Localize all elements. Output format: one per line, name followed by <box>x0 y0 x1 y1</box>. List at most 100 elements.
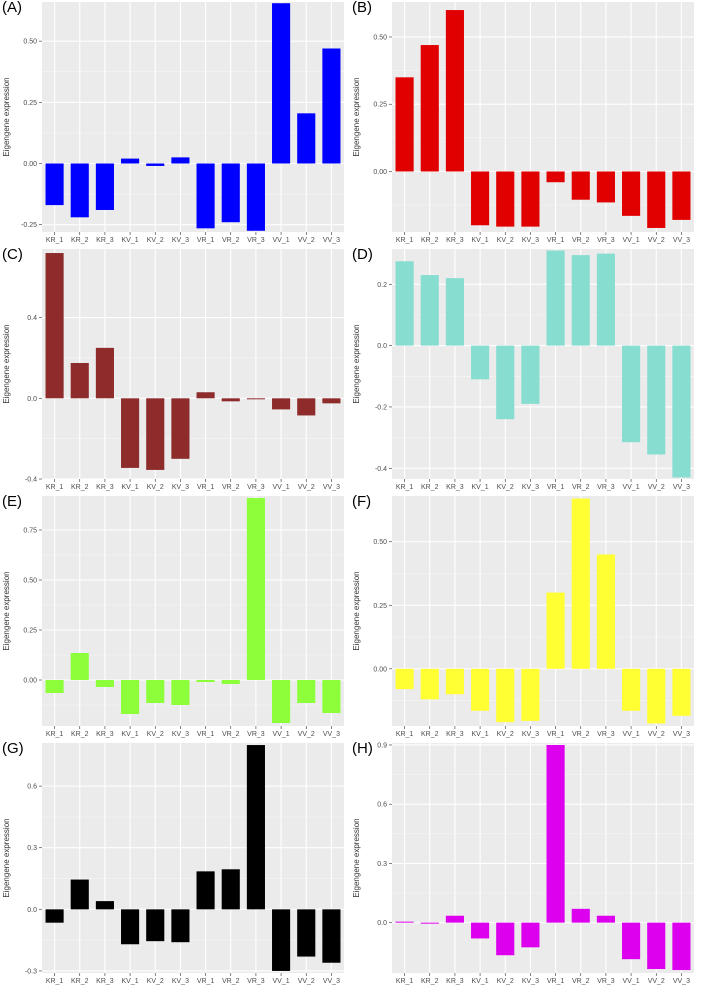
bar-vv-3 <box>672 171 691 220</box>
x-tick-label: KV_1 <box>472 237 489 244</box>
y-tick-label: 0.4 <box>27 315 37 322</box>
bar-vr-3 <box>246 498 265 680</box>
x-tick-label: VR_2 <box>222 731 240 738</box>
bar-vr-3 <box>596 171 615 203</box>
bar-vr-1 <box>196 871 215 910</box>
x-tick-label: KR_2 <box>421 237 439 244</box>
x-tick-label: KR_2 <box>71 484 89 491</box>
bar-kv-3 <box>171 680 190 705</box>
y-tick-label: 0.25 <box>373 603 387 610</box>
bar-vr-3 <box>246 398 265 400</box>
bar-kr-2 <box>70 653 89 680</box>
bar-kr-2 <box>70 362 89 399</box>
panel-label: (G) <box>2 740 24 757</box>
bar-kv-3 <box>171 157 190 164</box>
x-tick-label: KR_2 <box>71 978 89 985</box>
bar-vv-3 <box>322 680 341 713</box>
bar-vv-2 <box>647 345 666 455</box>
x-tick-label: KV_1 <box>122 978 139 985</box>
x-tick-label: KR_1 <box>396 237 414 244</box>
bar-vr-2 <box>571 255 590 346</box>
panel-label: (B) <box>352 0 372 16</box>
y-axis-label: Eigengene expression <box>2 324 11 403</box>
x-tick-label: KV_3 <box>172 484 189 491</box>
bar-vv-2 <box>647 171 666 228</box>
bar-kv-3 <box>521 668 540 721</box>
bar-kr-2 <box>70 879 89 910</box>
x-tick-label: VV_3 <box>673 978 690 985</box>
x-tick-label: KV_2 <box>147 731 164 738</box>
y-tick-label: 0.50 <box>23 39 37 46</box>
bar-vv-1 <box>272 398 291 410</box>
y-tick-label: 0.0 <box>377 343 387 350</box>
bar-vr-1 <box>546 744 565 923</box>
y-tick-label: 0.0 <box>377 920 387 927</box>
x-tick-label: VR_3 <box>597 237 615 244</box>
plot-background <box>42 496 344 726</box>
x-tick-label: VR_3 <box>597 978 615 985</box>
bar-vv-1 <box>622 345 641 443</box>
y-tick-label: 0.9 <box>377 742 387 749</box>
x-tick-label: KR_3 <box>96 731 114 738</box>
x-tick-label: VV_1 <box>623 484 640 491</box>
chart-panel: 0.00 0.25 0.50 0.75 KR_1 KR_2 KR_3 KV_1 KV_2 KV_3… <box>0 494 350 741</box>
y-axis-label: Eigengene expression <box>352 324 361 403</box>
y-tick-label: 0.50 <box>373 34 387 41</box>
x-tick-label: KV_1 <box>122 237 139 244</box>
x-tick-label: VR_3 <box>247 978 265 985</box>
x-tick-label: VV_2 <box>648 731 665 738</box>
chart-svg: -0.4 0.0 0.4 KR_1 KR_2 KR_3 KV_1 KV_2 KV_3 VR_1 VR… <box>2 249 344 491</box>
x-tick-label: KV_3 <box>522 484 539 491</box>
chart-panel: 0.00 0.25 0.50 KR_1 KR_2 KR_3 KV_1 KV_2 KV_3 VR_1… <box>350 0 700 247</box>
x-tick-label: VV_3 <box>323 237 340 244</box>
bar-kv-1 <box>121 398 140 468</box>
plot-background <box>42 249 344 479</box>
x-tick-label: KR_2 <box>71 731 89 738</box>
bar-kr-1 <box>395 668 414 690</box>
bar-kv-1 <box>121 680 140 714</box>
x-tick-label: KV_3 <box>522 237 539 244</box>
x-tick-label: KV_3 <box>172 237 189 244</box>
x-tick-label: VV_1 <box>273 237 290 244</box>
y-tick-label: -0.25 <box>21 222 37 229</box>
bar-vr-1 <box>546 592 565 669</box>
chart-svg: 0.00 0.25 0.50 KR_1 KR_2 KR_3 KV_1 KV_2 KV_3 VR_1… <box>352 2 694 244</box>
bar-kv-3 <box>171 398 190 459</box>
y-tick-label: 0.0 <box>27 907 37 914</box>
bar-vr-1 <box>196 163 215 229</box>
x-tick-label: KR_3 <box>446 978 464 985</box>
bar-kv-1 <box>121 909 140 945</box>
x-tick-label: KR_1 <box>396 484 414 491</box>
bar-vr-1 <box>546 171 565 183</box>
plot-background <box>392 743 694 973</box>
x-tick-label: VR_1 <box>547 484 565 491</box>
bar-kv-2 <box>146 163 165 166</box>
bar-kr-3 <box>95 680 114 687</box>
chart-panel: -0.4 0.0 0.4 KR_1 KR_2 KR_3 KV_1 KV_2 KV_3 VR_1 VR… <box>0 247 350 494</box>
bar-kv-1 <box>471 668 490 711</box>
panel-label: (D) <box>352 246 373 263</box>
bar-kr-1 <box>395 921 414 923</box>
y-tick-label: 0.2 <box>377 282 387 289</box>
bar-vv-3 <box>672 668 691 716</box>
x-tick-label: KV_2 <box>147 484 164 491</box>
chart-svg: 0.00 0.25 0.50 KR_1 KR_2 KR_3 KV_1 KV_2 KV_3 VR_1… <box>352 496 694 738</box>
x-tick-label: KR_1 <box>46 731 64 738</box>
bar-kr-1 <box>395 77 414 172</box>
bar-vv-1 <box>272 909 291 971</box>
x-tick-label: VV_1 <box>273 731 290 738</box>
bar-kv-2 <box>146 398 165 470</box>
bar-kv-2 <box>496 345 515 420</box>
x-tick-label: KV_3 <box>172 978 189 985</box>
bar-kv-2 <box>496 171 515 227</box>
chart-svg: -0.3 0.0 0.3 0.6 KR_1 KR_2 KR_3 KV_1 KV_2 KV_3 VR_… <box>2 743 344 985</box>
x-tick-label: VR_1 <box>547 731 565 738</box>
panel-label: (A) <box>2 0 22 16</box>
panel-label: (H) <box>352 740 373 757</box>
bar-vr-3 <box>246 163 265 231</box>
bar-vv-1 <box>272 680 291 723</box>
x-tick-label: KV_3 <box>522 731 539 738</box>
bar-kv-3 <box>521 345 540 404</box>
y-tick-label: 0.3 <box>377 861 387 868</box>
x-tick-label: KR_3 <box>96 237 114 244</box>
